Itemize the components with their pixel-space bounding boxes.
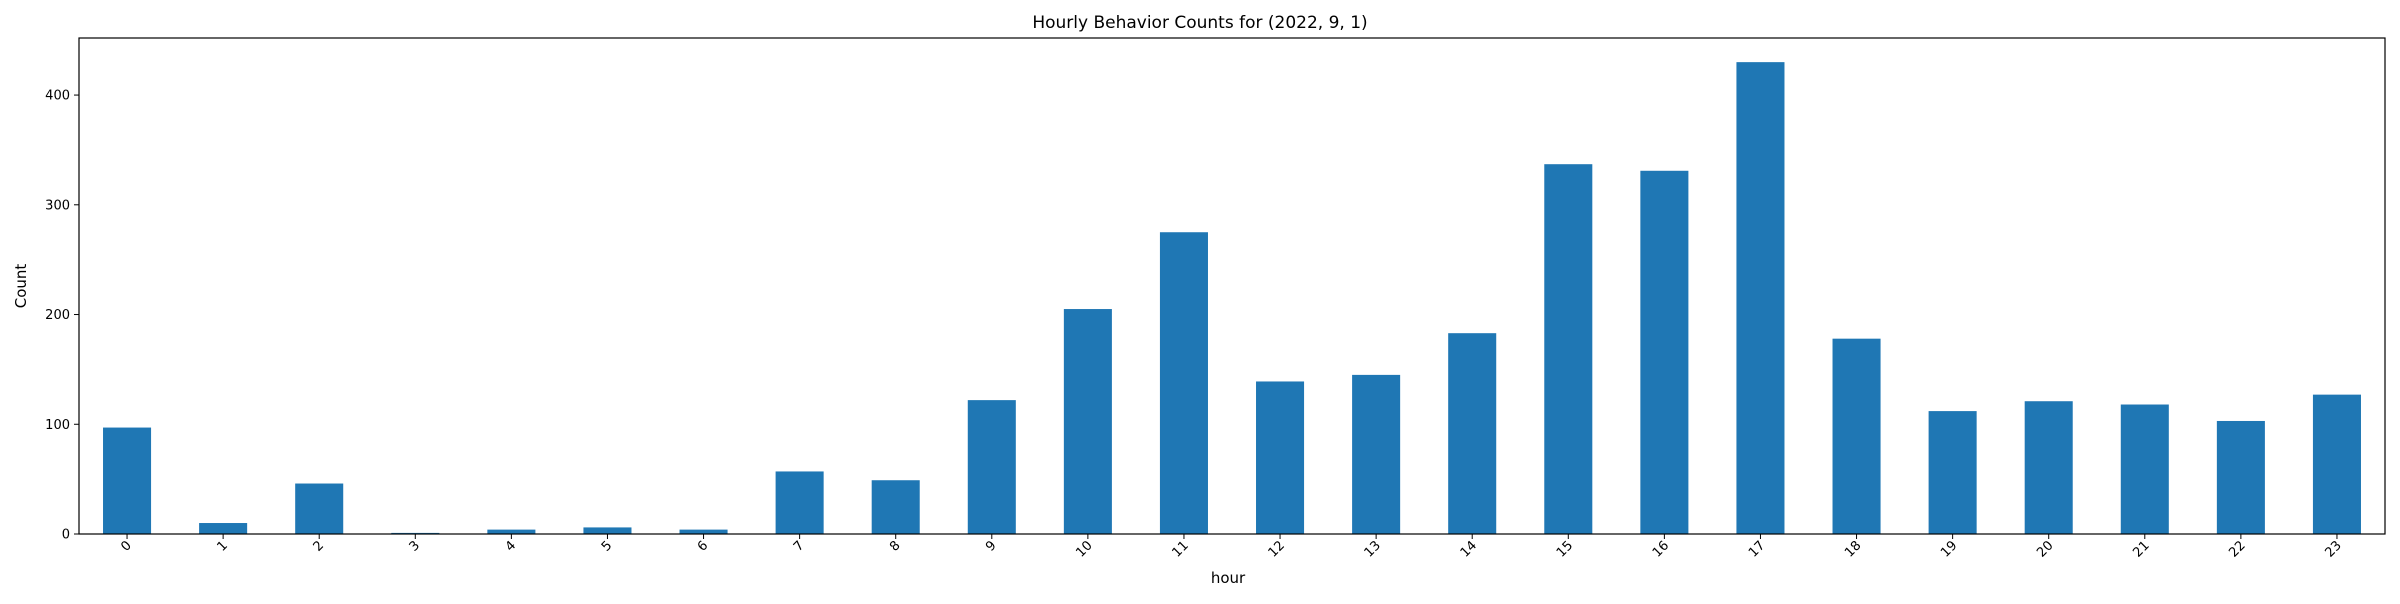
bar-hour-10 — [1063, 309, 1112, 534]
x-tick-label: 10 — [1073, 538, 1095, 560]
bar-hour-11 — [1159, 232, 1208, 534]
x-tick-label: 19 — [1938, 538, 1960, 560]
bar-hour-7 — [775, 471, 824, 534]
bar-hour-19 — [1928, 411, 1977, 534]
x-tick-label: 22 — [2226, 538, 2248, 560]
bar-hour-12 — [1256, 381, 1305, 534]
x-tick-label: 15 — [1554, 538, 1576, 560]
bar-hour-14 — [1448, 333, 1497, 534]
x-tick-label: 3 — [407, 538, 423, 554]
plot-frame — [78, 37, 2386, 535]
x-tick-label: 17 — [1746, 538, 1768, 560]
x-axis-label: hour — [1211, 569, 1246, 587]
bar-hour-6 — [679, 529, 728, 534]
x-tick-label: 1 — [214, 538, 230, 554]
chart-title: Hourly Behavior Counts for (2022, 9, 1) — [1032, 13, 1367, 33]
x-tick-label: 2 — [311, 538, 327, 554]
x-tick-label: 21 — [2130, 538, 2152, 560]
y-tick-label: 100 — [45, 418, 70, 433]
x-tick-label: 12 — [1266, 538, 1288, 560]
bar-hour-13 — [1352, 374, 1401, 534]
y-tick-label: 200 — [45, 308, 70, 323]
bar-hour-8 — [871, 480, 920, 534]
x-axis-ticks: 0 1 2 3 4 5 6 7 8 9 10 11 12 13 14 15 16 17 18 19 20 21 22 23 — [118, 534, 2345, 561]
x-tick-label: 13 — [1362, 538, 1384, 560]
bar-hour-21 — [2120, 404, 2169, 534]
bars-group — [103, 62, 2361, 535]
bar-hour-4 — [487, 529, 536, 534]
y-tick-label: 400 — [45, 89, 70, 104]
x-tick-label: 4 — [503, 538, 519, 554]
y-tick-label: 300 — [45, 198, 70, 213]
y-tick-label: 0 — [62, 528, 70, 543]
x-tick-label: 23 — [2322, 538, 2344, 560]
bar-hour-15 — [1544, 164, 1593, 534]
x-tick-label: 18 — [1842, 538, 1864, 560]
bar-hour-18 — [1832, 338, 1881, 534]
x-tick-label: 7 — [791, 538, 807, 554]
bar-hour-2 — [295, 483, 344, 534]
x-tick-label: 11 — [1169, 538, 1191, 560]
x-tick-label: 20 — [2034, 538, 2056, 560]
bar-hour-1 — [199, 523, 248, 534]
y-axis-label: Count — [12, 264, 30, 309]
x-tick-label: 0 — [118, 538, 134, 554]
bar-hour-5 — [583, 527, 632, 534]
x-tick-label: 6 — [695, 538, 711, 554]
bar-hour-20 — [2024, 401, 2073, 534]
x-tick-label: 14 — [1458, 538, 1480, 560]
bar-hour-0 — [103, 427, 152, 534]
bar-hour-23 — [2312, 394, 2361, 534]
x-tick-label: 9 — [983, 538, 999, 554]
y-axis-ticks: 0 100 200 300 400 — [45, 89, 79, 543]
bar-hour-9 — [967, 400, 1016, 534]
bar-hour-22 — [2216, 420, 2265, 534]
x-tick-label: 8 — [887, 538, 903, 554]
x-tick-label: 16 — [1650, 538, 1672, 560]
bar-hour-16 — [1640, 170, 1689, 535]
bar-hour-17 — [1736, 62, 1785, 534]
x-tick-label: 5 — [599, 538, 615, 554]
